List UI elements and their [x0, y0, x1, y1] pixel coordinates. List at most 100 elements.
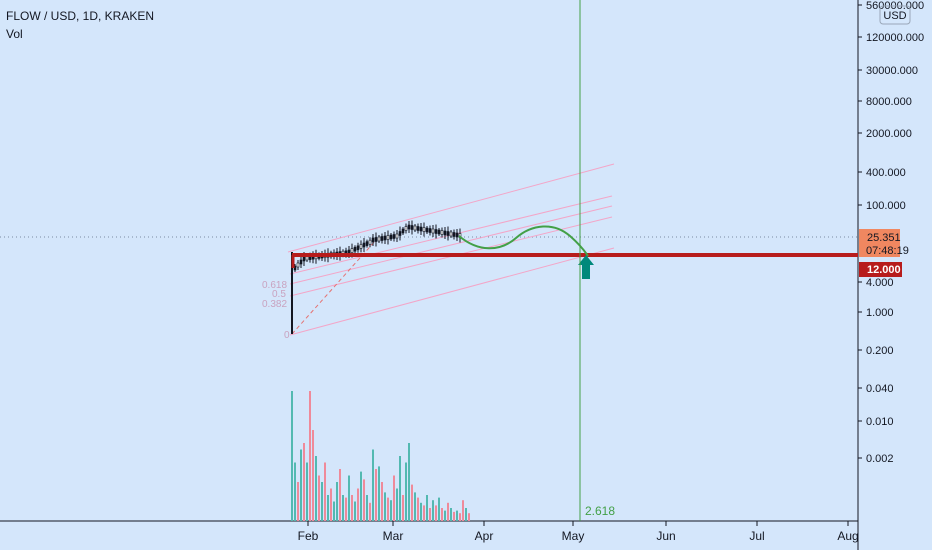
volume-bar: [390, 500, 392, 521]
volume-bar: [435, 505, 437, 521]
channel-line-top: [287, 163, 615, 253]
fib-extension-label: 2.618: [585, 504, 615, 518]
volume-bar: [375, 469, 377, 521]
volume-bar: [300, 449, 302, 521]
symbol-title[interactable]: FLOW / USD, 1D, KRAKEN: [6, 9, 155, 23]
volume-bar: [423, 505, 425, 521]
up-arrow-icon: [578, 255, 594, 279]
volume-bar: [438, 497, 440, 521]
fib-label: 0.5: [272, 289, 286, 300]
candle-body: [356, 245, 360, 251]
volume-bar: [393, 475, 395, 521]
candle-body: [440, 230, 444, 235]
currency-badge[interactable]: [879, 5, 911, 25]
candle-body: [296, 262, 300, 268]
candle-body: [398, 231, 402, 236]
candle-body: [404, 226, 408, 231]
volume-bar: [453, 511, 455, 521]
volume-bar: [297, 482, 299, 521]
candle-body: [359, 244, 363, 249]
volume-bar: [348, 475, 350, 521]
fib-label: 0.382: [262, 299, 287, 310]
candle-body: [386, 235, 390, 240]
time-tick-label: Jul: [749, 529, 764, 543]
candle-body: [413, 225, 417, 231]
candle-body: [416, 226, 420, 231]
candle-body: [362, 242, 366, 248]
volume-indicator-label[interactable]: Vol: [6, 27, 23, 41]
volume-bar: [411, 484, 413, 521]
candle-body: [368, 239, 372, 245]
candle-body: [383, 235, 387, 241]
candle-body: [443, 230, 447, 236]
volume-bar: [351, 495, 353, 521]
price-tick-label: 100.000: [866, 200, 906, 212]
currency-label: USD: [883, 10, 906, 22]
current-price-value: 25.351: [867, 232, 901, 244]
candle-body: [371, 237, 375, 243]
volume-bar: [429, 508, 431, 521]
price-tick-label: 0.002: [866, 453, 894, 465]
volume-bar: [291, 391, 293, 521]
price-tick-label: 120000.000: [866, 32, 924, 44]
volume-bar: [420, 502, 422, 521]
fib-label: 0.618: [262, 280, 287, 291]
candle-body: [452, 232, 456, 237]
price-tick-label: 4.000: [866, 277, 894, 289]
candle-body: [353, 246, 357, 252]
time-tick-label: Aug: [837, 529, 858, 543]
volume-bar: [462, 500, 464, 521]
candle-body: [455, 232, 459, 238]
candle-body: [431, 228, 435, 234]
candle-body: [446, 231, 450, 236]
volume-bar: [441, 508, 443, 521]
plot-background: [0, 0, 858, 521]
candle-body: [302, 256, 306, 262]
candle-body: [425, 227, 429, 233]
price-tick-label: 0.040: [866, 383, 894, 395]
candle-body: [377, 236, 381, 242]
price-tick-label: 400.000: [866, 167, 906, 179]
volume-bar: [417, 497, 419, 521]
candle-body: [434, 229, 438, 234]
candle-body: [380, 236, 384, 241]
volume-bar: [372, 449, 374, 521]
volume-bar: [465, 508, 467, 521]
candle-body: [350, 248, 354, 253]
volume-bar: [450, 508, 452, 521]
price-tick-label: 0.010: [866, 416, 894, 428]
time-tick-label: Feb: [298, 529, 319, 543]
volume-bar: [303, 443, 305, 521]
volume-bar: [354, 501, 356, 521]
volume-bar: [315, 456, 317, 521]
volume-bar: [378, 466, 380, 521]
candle-body: [299, 259, 303, 265]
current-price-badge: [859, 229, 900, 257]
candle-body: [407, 224, 411, 230]
volume-bar: [327, 495, 329, 521]
candle-body: [410, 225, 414, 230]
price-tick-label: 0.200: [866, 345, 894, 357]
candles: [293, 220, 462, 272]
volume-bar: [444, 510, 446, 521]
time-tick-label: Mar: [383, 529, 404, 543]
volume-bar: [306, 462, 308, 521]
price-tick-label: 2000.000: [866, 128, 912, 140]
volume-bar: [414, 492, 416, 521]
level-badge-value: 12.000: [867, 264, 901, 276]
time-tick-label: Apr: [475, 529, 494, 543]
candle-body: [449, 231, 453, 237]
volume-bar: [294, 462, 296, 521]
volume-bar: [366, 495, 368, 521]
candle-body: [437, 229, 441, 235]
candle-body: [389, 234, 393, 240]
time-tick-label: Jun: [656, 529, 675, 543]
bar-countdown: 07:48:19: [866, 245, 909, 257]
level-badge: [859, 262, 902, 277]
price-tick-label: 30000.000: [866, 65, 918, 77]
price-tick-label: 1.000: [866, 307, 894, 319]
candle-body: [392, 234, 396, 239]
candle-body: [428, 228, 432, 233]
